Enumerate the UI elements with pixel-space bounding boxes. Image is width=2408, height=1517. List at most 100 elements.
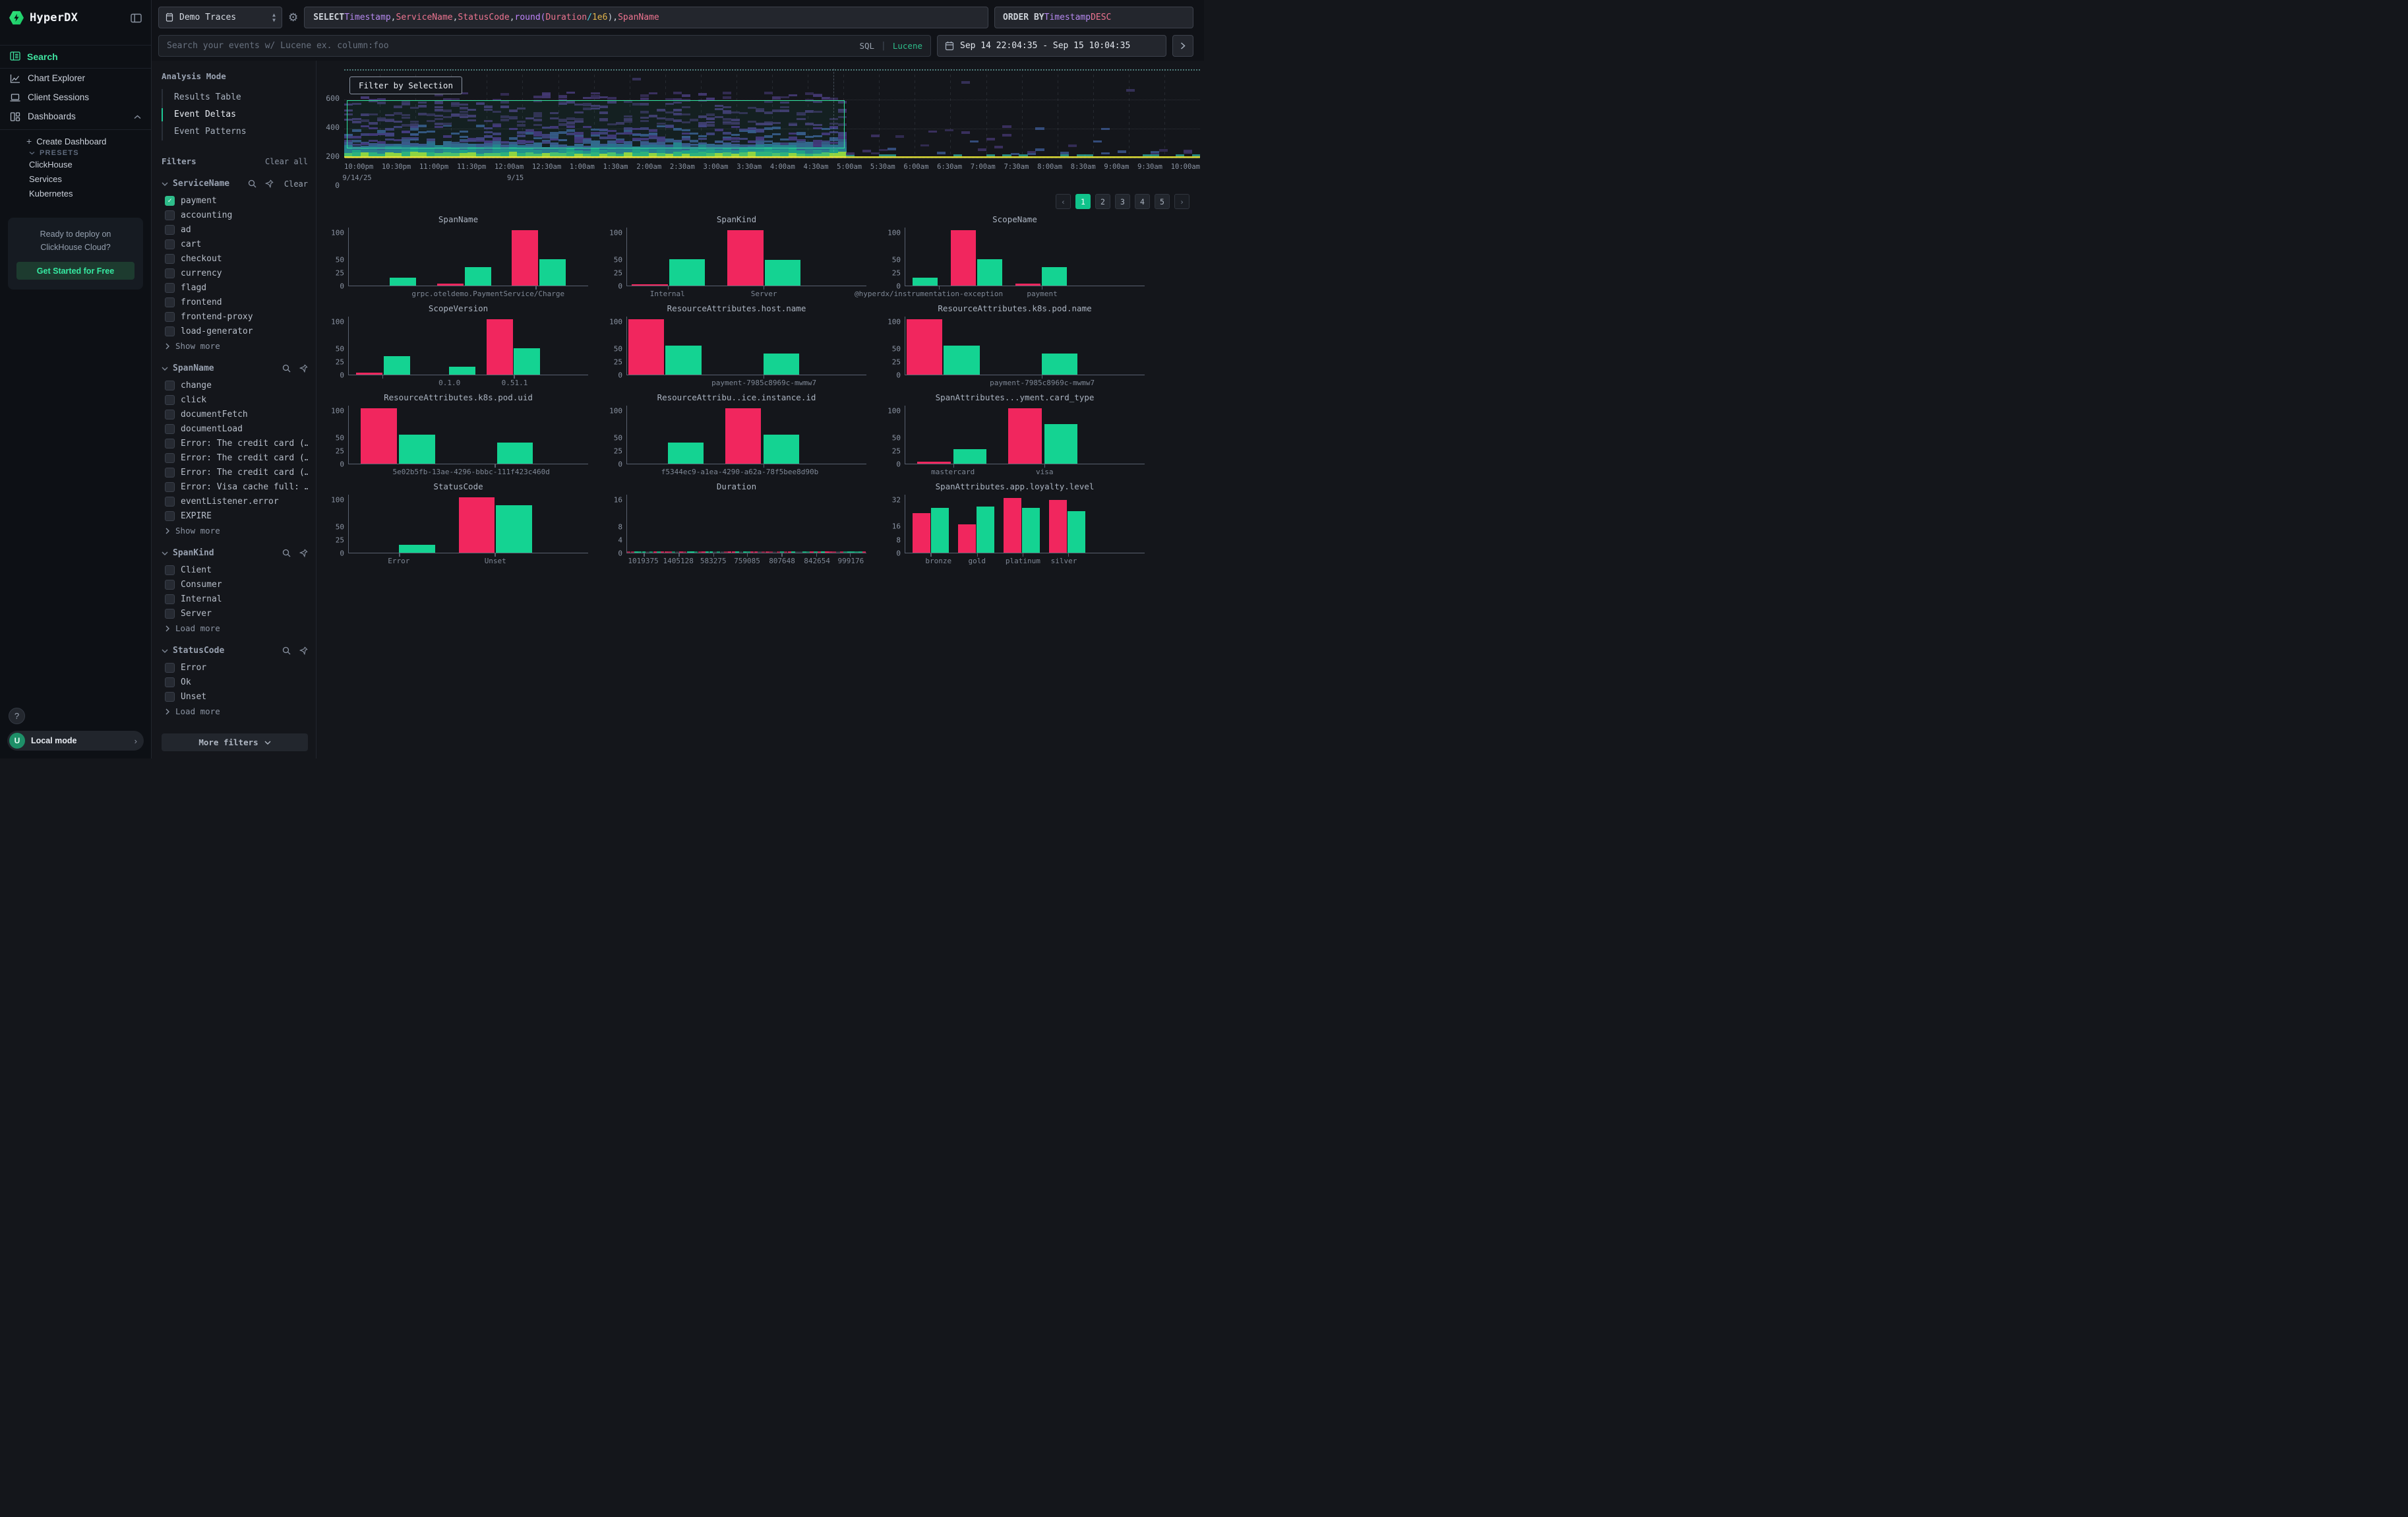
show-more-button[interactable]: Load more <box>162 704 308 716</box>
chart-bar[interactable] <box>727 230 763 286</box>
chart-bar[interactable] <box>356 373 382 375</box>
chart-plot[interactable] <box>348 406 588 464</box>
chart-bar[interactable] <box>361 408 396 464</box>
gear-icon[interactable]: ⚙ <box>288 11 298 24</box>
chart-bar[interactable] <box>917 462 951 464</box>
filter-option-row[interactable]: Error <box>162 660 308 675</box>
filter-option-row[interactable]: Error: Visa cache full: … <box>162 480 308 494</box>
search-icon[interactable] <box>248 179 256 188</box>
checkbox-unchecked[interactable] <box>165 565 175 575</box>
chart-bar[interactable] <box>944 346 979 375</box>
chart-bar[interactable] <box>1068 511 1085 553</box>
order-by-input[interactable]: ORDER BY Timestamp DESC <box>994 7 1193 28</box>
filter-option-row[interactable]: Consumer <box>162 577 308 592</box>
chart-plot[interactable] <box>348 317 588 375</box>
chart-bar[interactable] <box>449 367 475 375</box>
chart-bar[interactable] <box>496 505 531 553</box>
show-more-button[interactable]: Show more <box>162 338 308 351</box>
filter-option-row[interactable]: click <box>162 392 308 407</box>
collapse-sidebar-icon[interactable] <box>131 13 142 23</box>
filter-option-row[interactable]: change <box>162 378 308 392</box>
pagination-next[interactable]: › <box>1174 194 1189 209</box>
chart-plot[interactable] <box>626 406 866 464</box>
checkbox-unchecked[interactable] <box>165 254 175 264</box>
checkbox-unchecked[interactable] <box>165 225 175 235</box>
sidebar-item-search[interactable]: Search <box>0 45 151 69</box>
source-select[interactable]: Demo Traces ▲▼ <box>158 7 282 28</box>
chart-plot[interactable] <box>626 495 866 553</box>
chart-bar[interactable] <box>669 259 705 286</box>
chart-bar[interactable] <box>459 497 495 553</box>
checkbox-unchecked[interactable] <box>165 239 175 249</box>
help-button[interactable]: ? <box>9 708 25 724</box>
filter-option-row[interactable]: Unset <box>162 689 308 704</box>
chart-bar[interactable] <box>1042 267 1067 286</box>
create-dashboard-button[interactable]: + Create Dashboard <box>0 133 151 149</box>
filter-option-row[interactable]: Client <box>162 563 308 577</box>
filter-option-row[interactable]: EXPIRE <box>162 509 308 523</box>
chart-bar[interactable] <box>907 319 942 375</box>
checkbox-unchecked[interactable] <box>165 692 175 702</box>
preset-clickhouse[interactable]: ClickHouse <box>0 157 151 171</box>
filter-option-row[interactable]: Internal <box>162 592 308 606</box>
chart-bar[interactable] <box>765 260 800 286</box>
pin-icon[interactable] <box>265 179 274 188</box>
chart-bar[interactable] <box>977 507 994 553</box>
clear-all-button[interactable]: Clear all <box>265 157 308 166</box>
chart-bar[interactable] <box>384 356 410 375</box>
filter-option-row[interactable]: checkout <box>162 251 308 266</box>
checkbox-unchecked[interactable] <box>165 283 175 293</box>
filter-option-row[interactable]: ad <box>162 222 308 237</box>
checkbox-unchecked[interactable] <box>165 677 175 687</box>
chart-bar[interactable] <box>951 230 976 286</box>
pin-icon[interactable] <box>299 364 308 373</box>
chevron-down-icon[interactable] <box>162 182 168 186</box>
checkbox-unchecked[interactable] <box>165 663 175 673</box>
sidebar-item-dashboards[interactable]: Dashboards <box>0 107 151 126</box>
chart-bar[interactable] <box>628 319 664 375</box>
checkbox-unchecked[interactable] <box>165 439 175 449</box>
chart-bar[interactable] <box>764 354 799 375</box>
checkbox-unchecked[interactable] <box>165 609 175 619</box>
time-range-picker[interactable]: Sep 14 22:04:35 - Sep 15 10:04:35 <box>937 35 1166 57</box>
chart-bar[interactable] <box>514 348 540 375</box>
local-mode-pill[interactable]: U Local mode › <box>7 731 144 751</box>
lang-lucene-toggle[interactable]: Lucene <box>893 41 922 51</box>
search-icon[interactable] <box>282 364 291 373</box>
show-more-button[interactable]: Load more <box>162 621 308 633</box>
checkbox-unchecked[interactable] <box>165 580 175 590</box>
filter-option-row[interactable]: Server <box>162 606 308 621</box>
checkbox-unchecked[interactable] <box>165 482 175 492</box>
checkbox-unchecked[interactable] <box>165 268 175 278</box>
chart-bar[interactable] <box>913 278 938 286</box>
chart-bar[interactable] <box>913 513 930 553</box>
chart-bar[interactable] <box>1008 408 1042 464</box>
heatmap-selection[interactable] <box>347 100 845 148</box>
filter-option-row[interactable]: frontend <box>162 295 308 309</box>
run-query-button[interactable] <box>1172 35 1193 57</box>
chart-bar[interactable] <box>764 435 799 464</box>
checkbox-unchecked[interactable] <box>165 326 175 336</box>
more-filters-button[interactable]: More filters <box>162 733 308 751</box>
chart-bar[interactable] <box>399 545 435 553</box>
chart-bar[interactable] <box>725 408 761 464</box>
chart-plot[interactable] <box>626 317 866 375</box>
chevron-down-icon[interactable] <box>162 649 168 653</box>
chart-bar[interactable] <box>977 259 1002 286</box>
checkbox-unchecked[interactable] <box>165 497 175 507</box>
preset-services[interactable]: Services <box>0 171 151 186</box>
analysis-mode-results-table[interactable]: Results Table <box>163 89 308 106</box>
presets-toggle[interactable]: PRESETS <box>0 149 151 157</box>
chart-bar[interactable] <box>539 259 566 286</box>
search-icon[interactable] <box>282 646 291 655</box>
checkbox-unchecked[interactable] <box>165 453 175 463</box>
chart-bar[interactable] <box>1042 354 1077 375</box>
analysis-mode-event-patterns[interactable]: Event Patterns <box>163 123 308 140</box>
chart-bar[interactable] <box>632 284 667 286</box>
chart-plot[interactable] <box>348 495 588 553</box>
filter-option-row[interactable]: Error: The credit card (… <box>162 465 308 480</box>
sidebar-item-chart-explorer[interactable]: Chart Explorer <box>0 69 151 88</box>
filter-option-row[interactable]: load-generator <box>162 324 308 338</box>
filter-option-row[interactable]: Error: The credit card (… <box>162 450 308 465</box>
search-icon[interactable] <box>282 549 291 557</box>
